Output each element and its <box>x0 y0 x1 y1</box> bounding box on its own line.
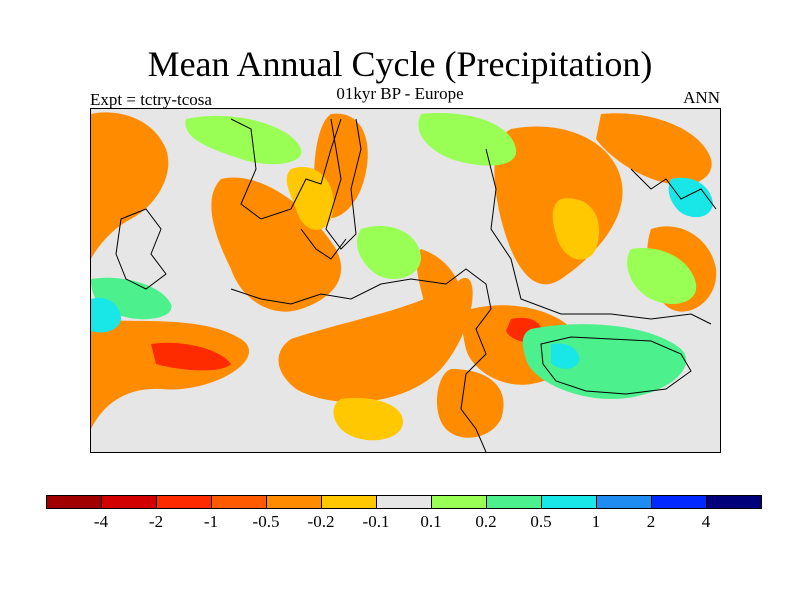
wet-region-north <box>185 115 302 165</box>
colorbar-segment <box>706 495 762 509</box>
colorbar-tick-label: -1 <box>203 512 219 531</box>
dry-region-south <box>436 369 504 438</box>
strong-wet-west <box>91 297 121 333</box>
colorbar-segment <box>541 495 597 509</box>
dry-region-atlantic <box>91 319 250 429</box>
coastline-scandinavia <box>230 118 347 260</box>
colorbar-segment <box>376 495 432 509</box>
wet-region-central <box>356 225 421 279</box>
map-canvas <box>91 109 720 452</box>
dry-region-east-ridge <box>416 249 464 340</box>
wet-region-south-basin <box>522 324 687 399</box>
strong-wet-northeast <box>668 177 713 218</box>
colorbar-segment <box>266 495 322 509</box>
wet-region-north-sea <box>418 113 517 166</box>
season-label: ANN <box>683 88 720 107</box>
colorbar-segment <box>596 495 652 509</box>
plot-title: Mean Annual Cycle (Precipitation) <box>147 44 653 84</box>
colorbar-segment <box>46 495 102 509</box>
coastline-east <box>485 148 712 325</box>
dry-region-middle <box>278 277 473 403</box>
weak-dry-sea <box>333 398 403 441</box>
strong-wet-sea <box>551 343 580 369</box>
colorbar-tick-label: -0.5 <box>252 512 280 531</box>
colorbar-segment <box>651 495 707 509</box>
colorbar-tick-label: 0.5 <box>530 512 552 531</box>
colorbar-segment <box>211 495 267 509</box>
weak-dry-north <box>286 167 334 230</box>
colorbar-tick-label: -2 <box>148 512 164 531</box>
colorbar-segment <box>156 495 212 509</box>
colorbar-tick-label: 1 <box>591 512 601 531</box>
precipitation-map <box>90 108 721 453</box>
coastline-south-basin <box>540 336 692 395</box>
colorbar-tick-label: -4 <box>93 512 109 531</box>
colorbar-segment <box>431 495 487 509</box>
dry-region-west <box>91 112 169 259</box>
colorbar-segment <box>101 495 157 509</box>
plot-subtitle: 01kyr BP - Europe <box>336 84 464 103</box>
coastline-northeast <box>630 168 717 210</box>
colorbar-tick-label: 2 <box>646 512 656 531</box>
wet-region-east <box>627 248 697 304</box>
colorbar-tick-label: 0.2 <box>475 512 497 531</box>
colorbar-tick-label: 0.1 <box>420 512 442 531</box>
weak-dry-east <box>552 198 600 260</box>
dry-region-northeast <box>596 113 712 186</box>
colorbar-tick-label: 4 <box>701 512 711 531</box>
coastline-uk <box>115 208 167 290</box>
coastline-baltic <box>325 118 362 250</box>
experiment-label: Expt = tctry-tcosa <box>90 90 212 109</box>
colorbar-segment <box>321 495 377 509</box>
colorbar-tick-label: -0.1 <box>362 512 390 531</box>
coastline-continent <box>230 268 492 452</box>
dry-region-central <box>211 177 342 312</box>
colorbar-segment <box>486 495 542 509</box>
colorbar <box>46 495 762 509</box>
strong-dry-atlantic <box>151 342 231 371</box>
colorbar-tick-label: -0.2 <box>307 512 335 531</box>
